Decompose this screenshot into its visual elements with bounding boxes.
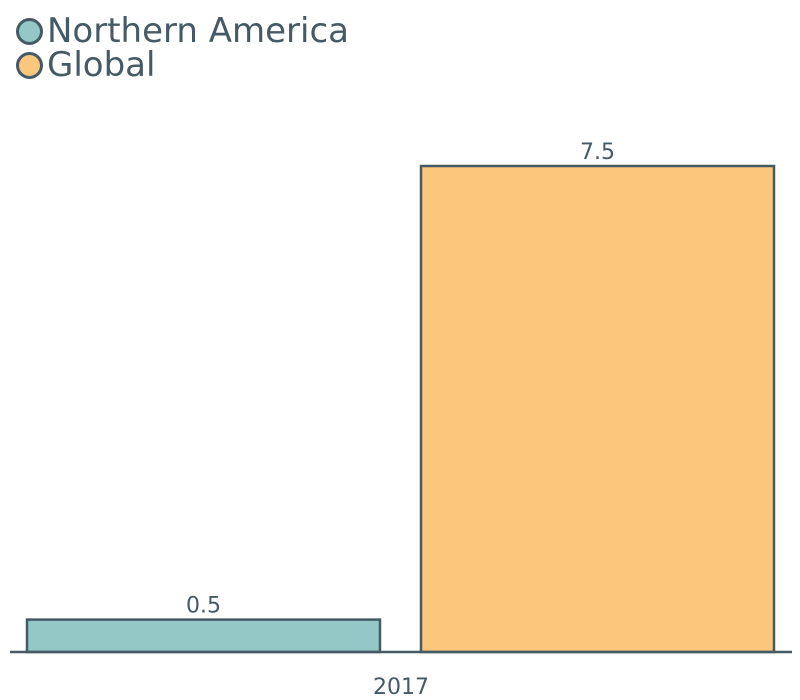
legend-item-global: Global xyxy=(16,48,349,82)
legend-label-northern-america: Northern America xyxy=(47,11,349,51)
x-tick-label-2017: 2017 xyxy=(373,675,429,700)
data-label-global-2017: 7.5 xyxy=(580,140,615,165)
legend-swatch-northern-america xyxy=(16,17,43,45)
bar-global-2017 xyxy=(419,164,776,654)
bar-northern-america-2017 xyxy=(25,618,382,654)
legend-item-northern-america: Northern America xyxy=(16,14,349,48)
legend-swatch-global xyxy=(16,51,43,79)
legend-label-global: Global xyxy=(47,45,156,85)
legend: Northern America Global xyxy=(16,14,349,82)
data-label-northern-america-2017: 0.5 xyxy=(186,594,221,619)
